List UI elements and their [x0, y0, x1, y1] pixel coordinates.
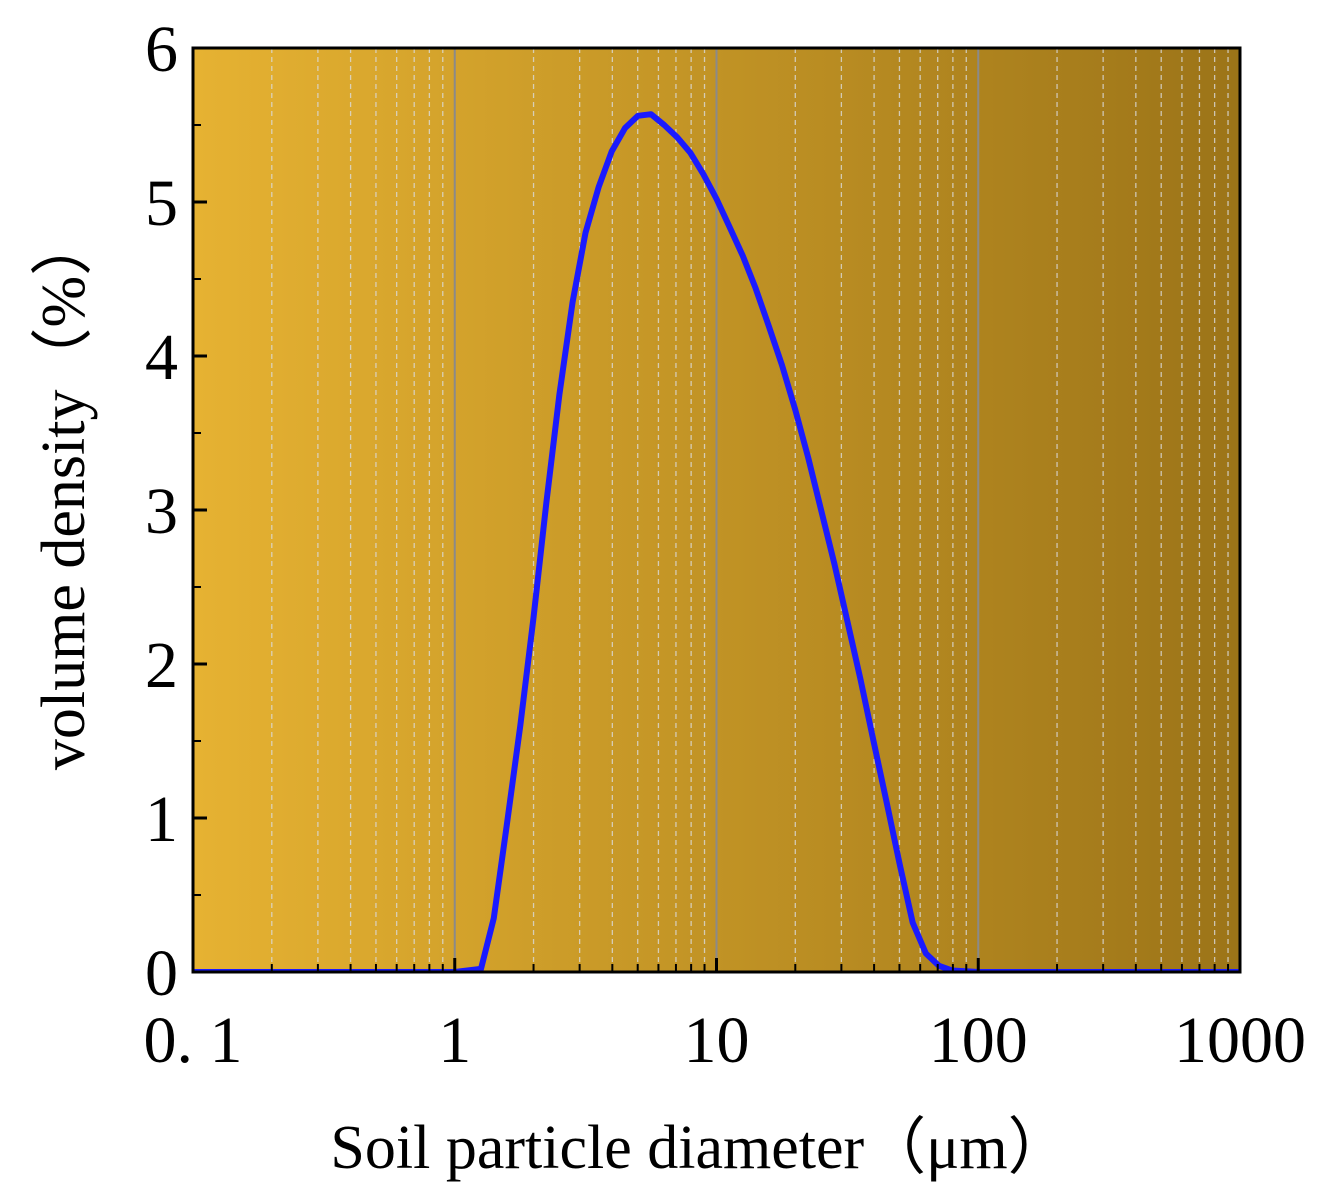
data-point [923, 951, 929, 957]
data-point [858, 676, 864, 682]
data-point [504, 823, 510, 829]
x-tick-label: 1000 [1174, 1004, 1306, 1077]
grid-lines [271, 48, 1229, 972]
data-point [779, 362, 785, 368]
y-axis-ticks [193, 46, 207, 974]
data-point [700, 171, 706, 177]
data-point [570, 299, 576, 305]
x-tick-label: 100 [929, 1004, 1028, 1077]
x-axis-title: Soil particle diameter（μm） [330, 1114, 1069, 1182]
data-point [543, 499, 549, 505]
series-line-0 [193, 111, 1240, 972]
data-point [910, 920, 916, 926]
data-point [792, 407, 798, 413]
data-point [884, 800, 890, 806]
data-point [531, 615, 537, 621]
x-tick-label: 0. 1 [144, 1004, 243, 1077]
data-point [871, 738, 877, 744]
y-tick-label: 1 [145, 783, 178, 856]
x-tick-label: 10 [684, 1004, 750, 1077]
data-point [897, 861, 903, 867]
data-point [674, 134, 680, 140]
data-point [726, 224, 732, 230]
data-point [609, 148, 615, 154]
x-axis-tick-labels: 0. 1 1 10 100 1000 [144, 1004, 1307, 1077]
data-point [635, 113, 641, 119]
data-point [831, 561, 837, 567]
data-point [622, 125, 628, 131]
data-point [583, 230, 589, 236]
data-point [517, 723, 523, 729]
data-point [648, 111, 654, 117]
data-point [478, 966, 484, 972]
y-tick-label: 6 [145, 13, 178, 86]
data-point [753, 285, 759, 291]
data-point [765, 322, 771, 328]
data-point [844, 618, 850, 624]
data-point [805, 455, 811, 461]
y-axis-tick-labels: 0 1 2 3 4 5 6 [145, 13, 178, 1010]
data-point [661, 122, 667, 128]
y-tick-label: 0 [145, 937, 178, 1010]
y-tick-label: 2 [145, 629, 178, 702]
y-tick-label: 4 [145, 321, 178, 394]
data-point [491, 915, 497, 921]
data-point [596, 184, 602, 190]
data-point [556, 392, 562, 397]
data-point [818, 507, 824, 513]
data-point [714, 196, 719, 202]
y-tick-label: 3 [145, 475, 178, 548]
y-tick-label: 5 [145, 167, 178, 240]
y-axis-title: volume density（%） [30, 214, 98, 770]
x-tick-label: 1 [438, 1004, 471, 1077]
x-axis-ticks [191, 958, 1230, 972]
data-point [740, 253, 746, 259]
data-point [687, 150, 693, 156]
